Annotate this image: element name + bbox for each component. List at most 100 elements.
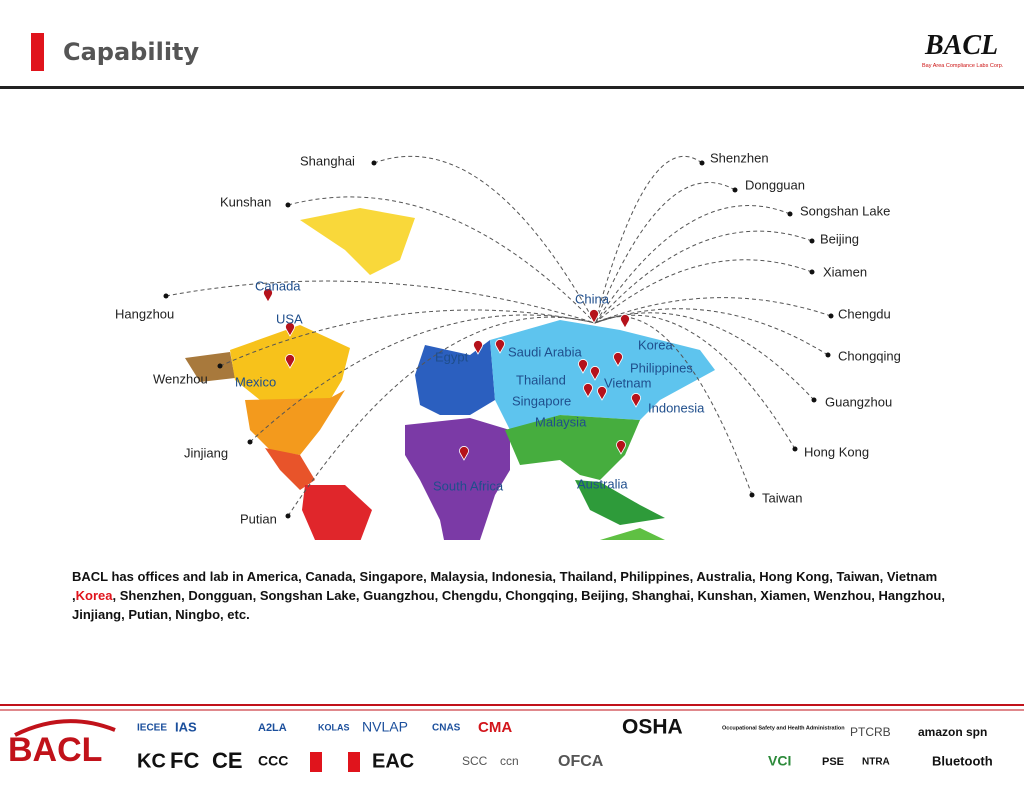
footer: BACL IECEE IAS A2LA KOLAS NVLAP CNAS CMA OSHA Oc…	[0, 704, 1024, 773]
country-label: Korea	[638, 337, 673, 352]
location-pin	[589, 309, 599, 324]
connector	[594, 259, 813, 324]
logo: BACL	[925, 30, 999, 61]
country-label: USA	[276, 311, 303, 326]
description-highlight: Korea	[75, 588, 113, 603]
country-label: Egypt	[435, 349, 469, 364]
location-pin	[631, 393, 641, 408]
city-dot	[217, 363, 223, 369]
city-label: Guangzhou	[825, 394, 892, 409]
city-label: Kunshan	[220, 194, 271, 209]
description: BACL has offices and lab in America, Can…	[72, 567, 972, 624]
accreditation-logo: A2LA	[258, 722, 287, 734]
mexico	[265, 448, 315, 490]
city-label: Jinjiang	[184, 445, 228, 460]
connector	[287, 316, 596, 517]
connector	[594, 297, 832, 324]
accreditation-logo: KOLAS	[318, 722, 350, 732]
location-pin	[590, 366, 600, 381]
southeast-asia	[575, 480, 665, 525]
location-pin	[613, 352, 623, 367]
description-text: BACL has offices and lab in America, Can…	[72, 569, 938, 603]
country-label: China	[575, 291, 610, 306]
accreditation-logo: VCI	[768, 753, 791, 769]
city-dot	[699, 160, 705, 166]
accreditation-logo: SCC	[462, 754, 488, 768]
alaska	[185, 352, 235, 382]
accreditation-logo: PTCRB	[850, 725, 891, 739]
city-dot	[811, 397, 817, 403]
location-pin	[597, 386, 607, 401]
city-dot	[787, 211, 793, 217]
location-pin	[285, 354, 295, 369]
accreditation-logo: FC	[170, 748, 199, 773]
accreditation-logo: CE	[212, 748, 243, 773]
city-dot	[285, 513, 291, 519]
location-pin	[495, 339, 505, 354]
location-pin	[620, 314, 630, 329]
flag-center	[322, 752, 348, 772]
connector	[165, 280, 596, 324]
country-label: Australia	[577, 476, 628, 491]
country-label: Saudi Arabia	[508, 344, 582, 359]
city-dot	[792, 446, 798, 452]
country-label: Thailand	[516, 372, 566, 387]
accreditation-logo: KC	[137, 750, 166, 772]
accreditation-logo: NVLAP	[362, 719, 408, 735]
country-label: Vietnam	[604, 375, 651, 390]
city-dot	[828, 313, 834, 319]
description-text: , Shenzhen, Dongguan, Songshan Lake, Gua…	[72, 588, 945, 622]
city-label: Songshan Lake	[800, 203, 890, 218]
greenland	[300, 208, 415, 275]
city-dot	[247, 439, 253, 445]
location-pin	[459, 446, 469, 461]
china-region	[505, 415, 640, 480]
location-pin	[616, 440, 626, 455]
city-label: Putian	[240, 511, 277, 526]
country-label: Philippines	[630, 360, 693, 375]
accreditation-logo: CMA	[478, 719, 512, 736]
accreditation-logo: IAS	[175, 719, 197, 734]
city-dot	[163, 293, 169, 299]
country-label: Malaysia	[535, 414, 587, 429]
city-label: Hong Kong	[804, 444, 869, 459]
accreditation-logo: amazon spn	[918, 725, 987, 739]
country-label: Mexico	[235, 374, 276, 389]
europe	[415, 340, 495, 415]
city-dot	[809, 269, 815, 275]
logo-arc	[14, 719, 116, 737]
south-america	[302, 485, 372, 540]
accreditation-logo: NTRA	[862, 757, 890, 768]
title-accent	[31, 33, 44, 71]
city-dot	[371, 160, 377, 166]
accreditation-logo: PSE	[822, 756, 844, 768]
asia	[490, 320, 715, 430]
city-label: Dongguan	[745, 177, 805, 192]
city-dot	[749, 492, 755, 498]
usa	[245, 390, 345, 455]
country-label: Singapore	[512, 393, 571, 408]
location-pin	[285, 322, 295, 337]
logo-tagline: Bay Area Compliance Labs Corp.	[922, 63, 1004, 69]
connector	[594, 316, 753, 496]
country-label: South Africa	[433, 478, 504, 493]
accreditation-logo: IECEE	[137, 723, 167, 734]
accreditation-logo: OSHA	[622, 716, 683, 739]
africa	[405, 418, 510, 540]
country-label: Canada	[255, 278, 301, 293]
accreditation-logo: OFCA	[558, 753, 604, 770]
connector	[373, 155, 596, 324]
location-pin	[578, 359, 588, 374]
city-dot	[732, 187, 738, 193]
location-pin	[473, 340, 483, 355]
continents	[185, 208, 715, 540]
header-rule	[0, 86, 1024, 89]
connector	[594, 230, 813, 324]
city-label: Chengdu	[838, 306, 891, 321]
page-title: Capability	[63, 38, 200, 66]
connector	[249, 314, 596, 443]
city-dot	[285, 202, 291, 208]
connector	[287, 196, 596, 324]
city-label: Wenzhou	[153, 371, 208, 386]
city-label: Beijing	[820, 231, 859, 246]
